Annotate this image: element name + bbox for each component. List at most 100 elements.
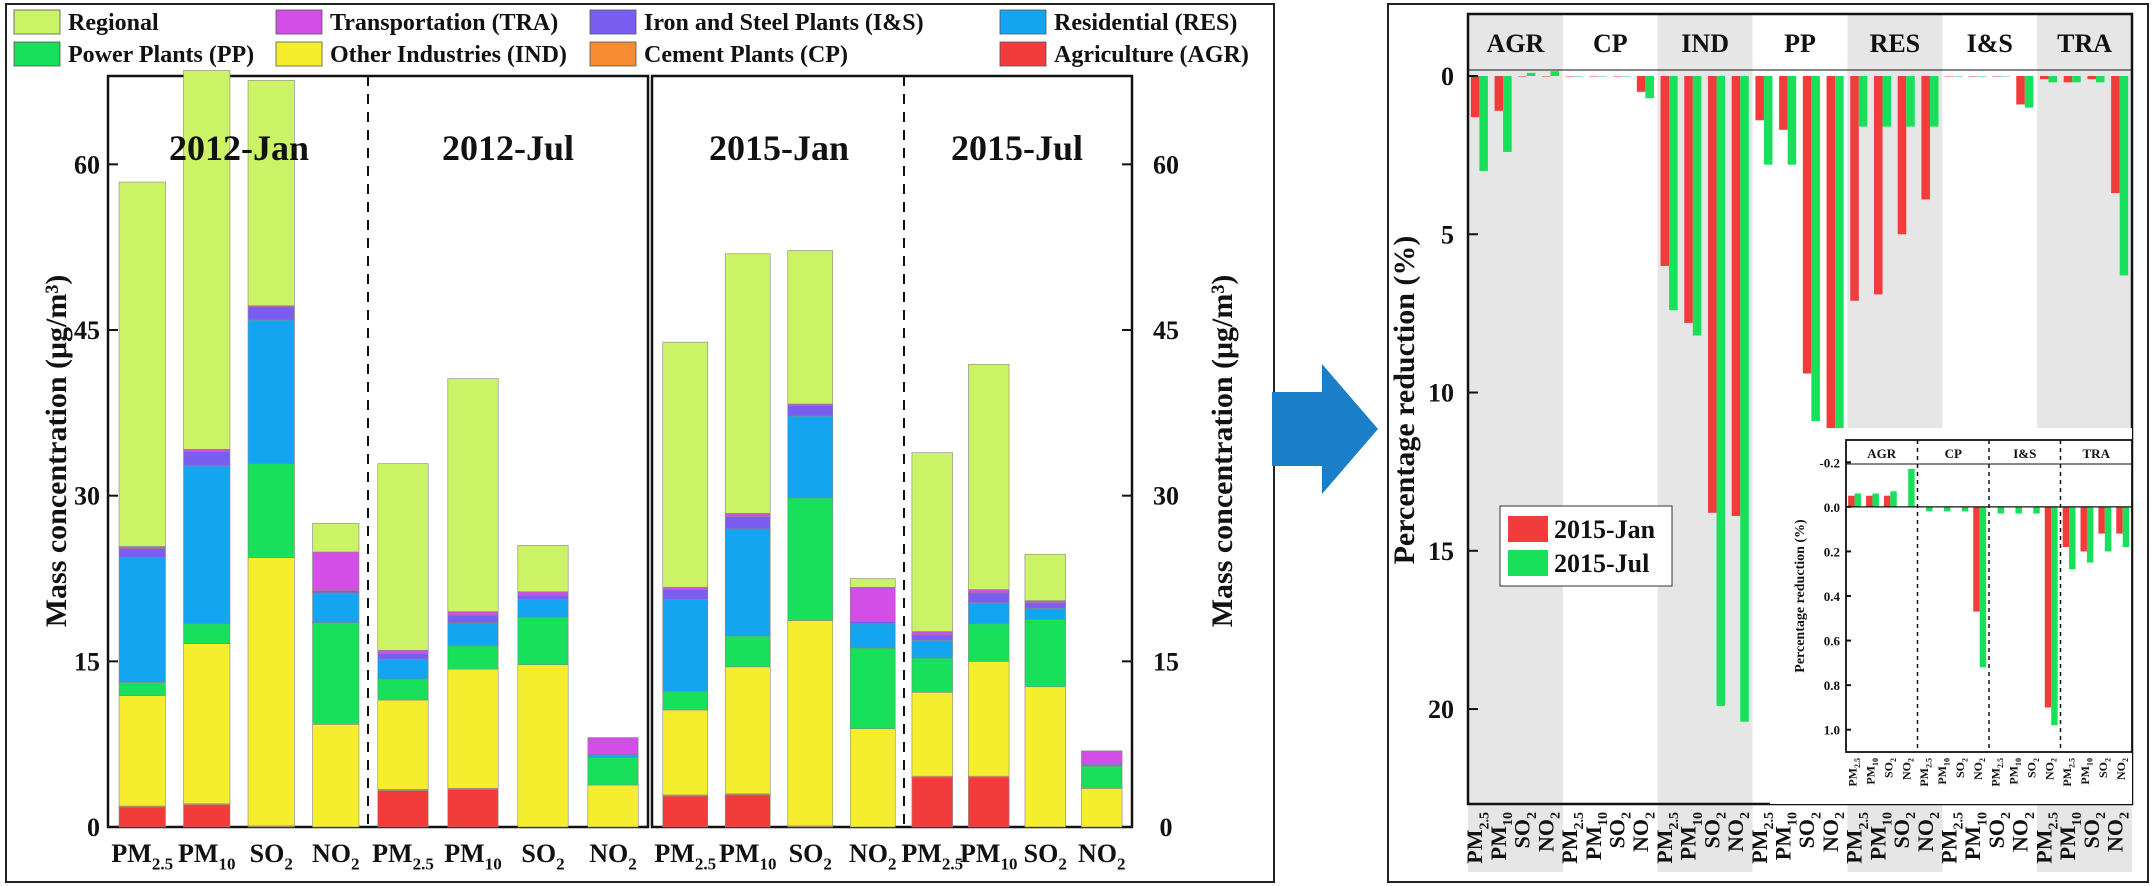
bar-2012-jul-pm2-5-residential-res [377, 658, 429, 680]
bar-jan-ind-pm10 [1684, 76, 1693, 323]
inset-bar-jul-i-s-pm10 [2015, 506, 2022, 514]
inset-ytick-0.8: 0.8 [1824, 678, 1841, 693]
left-chart: Regional Transportation (TRA) Iron and Ste… [5, 3, 1275, 883]
inset-bar-jul-cp-pm10 [1943, 506, 1951, 512]
left-ylabel-right: Mass concentration (μg/m³) [1206, 275, 1239, 628]
bar-2015-jan-no2-transportation-tra [849, 587, 896, 622]
bar-jul-tra-pm2-5 [2048, 76, 2058, 83]
right-ytick-5: 5 [1441, 220, 1454, 249]
xtick-res-no2: NO2 [1913, 812, 1943, 852]
bar-2015-jul-so2-iron-and-steel-plants-i-s [1024, 602, 1066, 609]
bar-2012-jan-pm10-transportation-tra [183, 448, 231, 452]
legend-label-other-industries-ind: Other Industries (IND) [330, 42, 567, 68]
panel-title-2012-jan: 2012-Jan [169, 128, 309, 168]
xtick-agr-so2: SO2 [1510, 812, 1540, 848]
legend-label-transportation-tra: Transportation (TRA) [330, 10, 558, 36]
bar-2012-jan-no2-iron-and-steel-plants-i-s [312, 590, 360, 594]
xtick-2012-jan-pm10: PM10 [178, 839, 235, 873]
bar-jul-i-s-no2 [2024, 76, 2034, 108]
group-label-i-s: I&S [1967, 29, 2013, 58]
bar-2012-jan-pm2-5-other-industries-ind [118, 695, 166, 807]
bar-2012-jul-pm10-residential-res [447, 622, 499, 647]
bar-jan-tra-no2 [2111, 76, 2120, 194]
right-axes: AGRPM2.5PM10SO2NO2CPPM2.5PM10SO2NO2INDPM… [1428, 29, 2133, 864]
xtick-ind-pm2-5: PM2.5 [1652, 812, 1682, 864]
bar-2015-jan-pm2-5-other-industries-ind [662, 709, 709, 796]
inset-bar-jan-tra-pm2-5 [2062, 506, 2070, 547]
inset-bar-jul-agr-pm2-5 [1854, 493, 1862, 507]
bar-jan-res-pm2-5 [1850, 76, 1859, 301]
right-ytick-10: 10 [1428, 379, 1454, 408]
bar-jan-ind-pm2-5 [1660, 76, 1670, 266]
bar-2015-jan-so2-residential-res [787, 415, 834, 499]
bar-2012-jul-so2-power-plants-pp [517, 616, 569, 665]
xtick-tra-no2: NO2 [2103, 812, 2133, 852]
inset-group-label-i-s: I&S [2013, 446, 2036, 461]
bar-2015-jul-so2-transportation-tra [1024, 600, 1066, 604]
inset-xtick-i-s-no2: NO2 [2042, 758, 2058, 780]
bar-2015-jul-pm10-other-industries-ind [968, 661, 1010, 777]
arrow-icon [1272, 364, 1378, 494]
bar-jan-agr-so2 [1518, 76, 1527, 77]
bar-2012-jul-pm2-5-transportation-tra [377, 649, 429, 654]
inset-xtick-cp-pm10: PM10 [1935, 758, 1951, 785]
xtick-res-pm2-5: PM2.5 [1842, 812, 1872, 864]
xtick-2015-jul-no2: NO2 [1078, 839, 1126, 873]
bar-jan-res-pm10 [1873, 76, 1883, 295]
bar-2012-jan-no2-residential-res [312, 592, 360, 623]
left-ylabel-left: Mass concentration (μg/m³) [40, 275, 73, 628]
left-bars [118, 70, 1123, 828]
bar-jan-i-s-no2 [2016, 76, 2025, 105]
bar-2015-jan-pm2-5-regional [662, 341, 709, 588]
bar-jul-pp-so2 [1811, 76, 1820, 422]
bar-2015-jul-pm2-5-other-industries-ind [911, 691, 953, 777]
panel-title-2012-jul: 2012-Jul [442, 128, 574, 168]
xtick-agr-no2: NO2 [1533, 812, 1563, 852]
xtick-tra-so2: SO2 [2079, 812, 2109, 848]
bar-2015-jul-pm10-regional [968, 363, 1010, 590]
left-legend: Regional Transportation (TRA) Iron and Ste… [13, 9, 1249, 68]
bar-jul-res-so2 [1906, 76, 1915, 127]
xtick-ind-so2: SO2 [1699, 812, 1729, 848]
bar-jan-i-s-pm10 [1968, 76, 1978, 77]
inset-group-label-agr: AGR [1867, 446, 1897, 461]
bar-jul-cp-pm10 [1597, 76, 1607, 77]
bar-jul-pp-pm10 [1787, 76, 1797, 165]
bar-jul-tra-pm10 [2072, 76, 2081, 83]
xtick-cp-pm10: PM10 [1581, 812, 1611, 860]
bar-2012-jan-so2-power-plants-pp [247, 463, 295, 558]
xtick-2015-jan-pm10: PM10 [719, 839, 776, 873]
inset-bar-jul-tra-so2 [2104, 506, 2112, 552]
bar-2012-jan-so2-other-industries-ind [247, 557, 295, 827]
right-ylabel: Percentage reduction (%) [1388, 236, 1421, 565]
bar-2015-jul-so2-residential-res [1024, 608, 1066, 620]
inset-bar-jul-tra-no2 [2122, 506, 2130, 547]
xtick-i-s-so2: SO2 [1984, 812, 2014, 848]
group-label-pp: PP [1784, 29, 1816, 58]
bar-jul-ind-no2 [1740, 76, 1749, 722]
legend-label-power-plants-pp: Power Plants (PP) [68, 42, 254, 68]
bar-2015-jan-so2-other-industries-ind [787, 620, 834, 827]
bar-2012-jan-pm2-5-iron-and-steel-plants-i-s [118, 548, 166, 558]
bar-2012-jul-pm2-5-agriculture-agr [377, 790, 429, 828]
ytick-left-45: 45 [74, 316, 100, 345]
bar-2012-jan-so2-iron-and-steel-plants-i-s [247, 306, 295, 321]
bar-2012-jul-pm2-5-other-industries-ind [377, 699, 429, 790]
xtick-ind-pm10: PM10 [1676, 812, 1706, 860]
xtick-pp-so2: SO2 [1794, 812, 1824, 848]
xtick-ind-no2: NO2 [1723, 812, 1753, 852]
bar-jul-cp-no2 [1645, 76, 1654, 99]
bar-2012-jul-no2-other-industries-ind [587, 784, 639, 828]
right-outer-frame [1387, 3, 2149, 883]
inset-bar-jan-tra-so2 [2098, 506, 2105, 534]
xtick-i-s-no2: NO2 [2008, 812, 2038, 852]
inset-xtick-cp-so2: SO2 [1953, 758, 1969, 778]
bar-2015-jul-pm2-5-power-plants-pp [911, 657, 953, 693]
inset-bar-jul-i-s-pm2-5 [1997, 506, 2005, 514]
xtick-tra-pm2-5: PM2.5 [2031, 812, 2061, 864]
bar-jan-tra-pm10 [2063, 76, 2073, 83]
legend-label-agriculture-agr: Agriculture (AGR) [1054, 42, 1249, 68]
legend-label-iron-and-steel-plants-i-s: Iron and Steel Plants (I&S) [644, 10, 924, 36]
bar-2012-jan-so2-residential-res [247, 319, 295, 464]
